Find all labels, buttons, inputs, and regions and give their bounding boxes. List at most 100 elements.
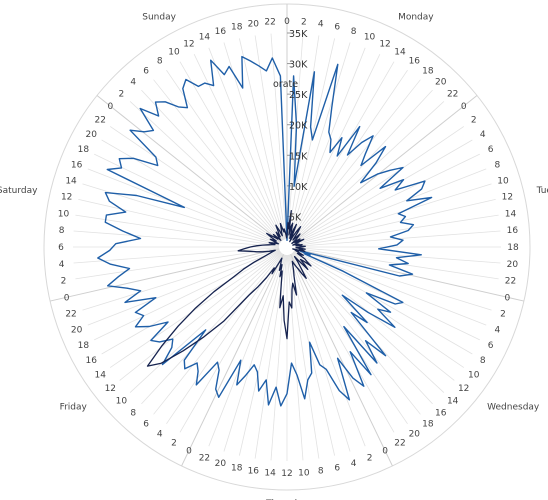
hour-tick-label: 16 (86, 356, 98, 366)
hour-spoke (287, 35, 320, 240)
hour-tick-label: 14 (447, 397, 459, 407)
hour-spoke (73, 230, 280, 247)
radial-grid (43, 3, 531, 491)
hour-tick-label: 8 (59, 226, 65, 236)
day-spoke (96, 95, 282, 243)
series-line-2 (146, 209, 312, 367)
hour-tick-label: 20 (215, 459, 227, 469)
hour-tick-label: 4 (318, 20, 324, 30)
hour-tick-label: 2 (301, 18, 307, 28)
hour-tick-label: 14 (394, 47, 406, 57)
day-spoke (49, 248, 280, 302)
hour-tick-label: 8 (157, 56, 163, 66)
hour-tick-label: 4 (59, 260, 65, 270)
hour-tick-label: 10 (298, 468, 310, 478)
hour-spoke (153, 253, 283, 415)
hour-spoke (141, 252, 282, 405)
hour-tick-label: 12 (105, 384, 116, 394)
label-layer: 0 2 4 6 810121416182022Monday024681012141618… (0, 12, 548, 500)
hour-spoke (289, 47, 366, 240)
radial-tick-label: 10K (289, 182, 308, 193)
hour-tick-label: 22 (199, 453, 210, 463)
hour-spoke (290, 253, 395, 433)
hour-tick-label: 22 (394, 439, 405, 449)
hour-tick-label: 8 (318, 466, 324, 476)
hour-tick-label: 20 (248, 20, 260, 30)
hour-tick-label: 16 (215, 27, 227, 37)
hour-tick-label: 0 (461, 102, 467, 112)
hour-spoke (294, 153, 480, 244)
hour-spoke (294, 248, 492, 311)
hour-tick-label: 20 (409, 430, 421, 440)
hour-spoke (238, 38, 286, 240)
hour-spoke (101, 250, 281, 355)
hour-spoke (288, 254, 336, 456)
hour-spoke (294, 250, 480, 341)
hour-tick-label: 6 (334, 23, 340, 33)
hour-tick-label: 22 (95, 116, 106, 126)
day-label: Friday (60, 403, 88, 413)
hour-tick-label: 10 (168, 47, 180, 57)
day-label: Saturday (0, 186, 38, 196)
hour-spoke (289, 254, 366, 447)
hour-tick-label: 10 (58, 209, 70, 219)
hour-spoke (287, 254, 320, 459)
radial-tick-label: 5K (289, 212, 302, 223)
hour-tick-label: 16 (435, 409, 447, 419)
hour-tick-label: 10 (497, 176, 509, 186)
hour-spoke (208, 254, 285, 447)
hour-spoke (288, 254, 351, 452)
day-spoke (290, 253, 393, 467)
hour-tick-label: 2 (471, 116, 477, 126)
hour-spoke (109, 126, 281, 243)
hour-tick-label: 8 (495, 160, 501, 170)
hour-spoke (75, 214, 280, 247)
hour-spoke (179, 61, 284, 241)
hour-tick-label: 4 (130, 77, 136, 87)
hour-spoke (78, 198, 280, 246)
hour-tick-label: 14 (65, 176, 77, 186)
hour-tick-label: 4 (495, 326, 501, 336)
hour-spoke (208, 47, 285, 240)
hour-spoke (129, 101, 282, 242)
hour-spoke (153, 79, 283, 241)
hour-tick-label: 4 (351, 459, 357, 469)
hour-tick-label: 20 (435, 77, 447, 87)
hour-spoke (129, 252, 282, 393)
hour-spoke (293, 250, 473, 355)
hour-tick-label: 16 (248, 466, 260, 476)
hour-tick-label: 0 (186, 447, 192, 457)
hour-spoke (223, 254, 286, 452)
hour-tick-label: 12 (61, 193, 72, 203)
hour-tick-label: 20 (71, 326, 83, 336)
hour-spoke (75, 247, 280, 280)
hour-spoke (287, 254, 304, 461)
hour-tick-label: 10 (364, 33, 376, 43)
day-label: Wednesday (487, 403, 540, 413)
hour-tick-label: 18 (231, 463, 243, 473)
hour-tick-label: 2 (500, 310, 506, 320)
day-label: Tuesday (536, 186, 548, 196)
hour-tick-label: 18 (422, 66, 434, 76)
hour-tick-label: 22 (65, 310, 76, 320)
hour-spoke (292, 252, 445, 393)
hour-tick-label: 0 (64, 293, 70, 303)
hour-tick-label: 14 (505, 209, 517, 219)
hour-tick-label: 22 (447, 89, 458, 99)
hour-tick-label: 6 (143, 420, 149, 430)
hour-tick-label: 10 (116, 397, 128, 407)
hour-spoke (292, 101, 445, 242)
hour-tick-label: 6 (488, 145, 494, 155)
radial-tick-label: 25K (289, 90, 308, 101)
hour-spoke (288, 42, 351, 240)
hour-spoke (109, 251, 281, 368)
hour-tick-label: 6 (334, 463, 340, 473)
hour-tick-label: 12 (281, 469, 292, 479)
hour-spoke (291, 253, 421, 415)
hour-tick-label: 12 (379, 39, 390, 49)
radial-tick-label: 35K (289, 29, 308, 40)
hour-tick-label: 6 (58, 243, 64, 253)
hour-tick-label: 2 (118, 89, 124, 99)
hour-tick-label: 0 (382, 447, 388, 457)
